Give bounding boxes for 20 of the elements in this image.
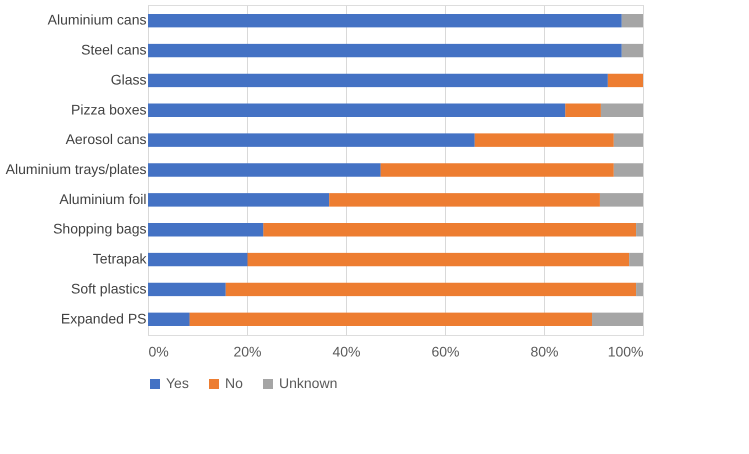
x-tick-label: 80% [530, 344, 559, 360]
y-tick-label: Shopping bags [53, 220, 146, 237]
y-tick-label: Aluminium trays/plates [6, 161, 146, 177]
x-tick-label: 0% [148, 344, 169, 360]
y-tick-label: Aluminium cans [48, 12, 146, 28]
y-tick-label: Pizza boxes [71, 101, 146, 118]
x-tick-label: 20% [233, 344, 262, 360]
legend-label: Unknown [279, 375, 338, 391]
x-tick-label: 100% [608, 344, 644, 360]
legend-label: Yes [166, 375, 189, 391]
y-tick-label: Expanded PS [60, 310, 146, 326]
y-tick-label: Aluminium foil [59, 190, 146, 207]
y-tick-label: Glass [110, 71, 146, 88]
legend-label: No [225, 375, 244, 391]
y-tick-label: Soft plastics [71, 280, 146, 296]
x-tick-label: 60% [431, 344, 460, 360]
y-tick-label: Tetrapak [92, 250, 148, 267]
y-tick-label: Steel cans [81, 42, 146, 58]
x-tick-label: 40% [332, 344, 361, 360]
y-tick-label: Aerosol cans [66, 131, 146, 148]
